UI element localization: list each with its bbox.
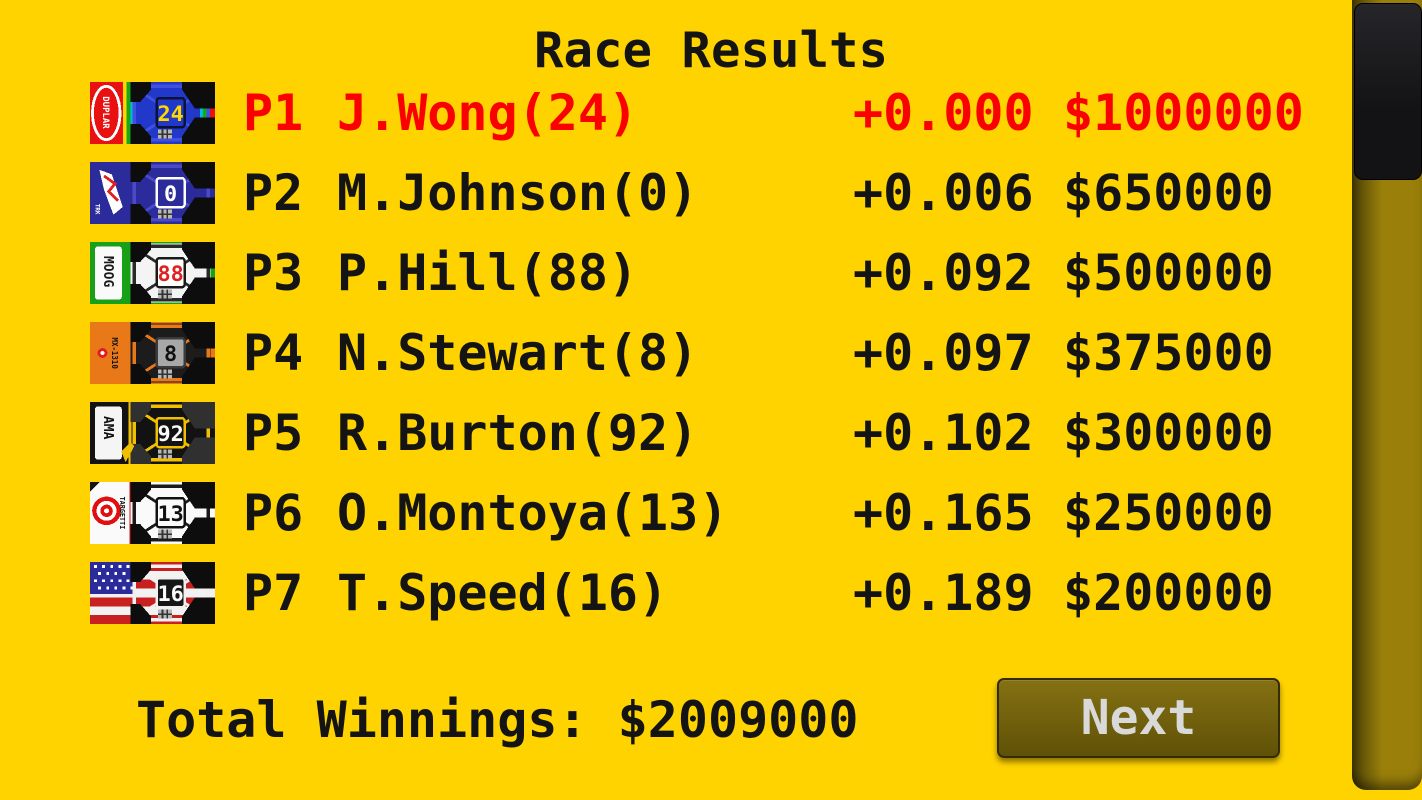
time-gap: +0.102 (853, 404, 1034, 462)
scrollbar-thumb[interactable] (1354, 3, 1422, 180)
result-row: 13 TARGETTI P6 O.Montoya(13) +0.165 $2500… (0, 482, 1422, 544)
prize-money: $300000 (1063, 404, 1274, 462)
driver-name: N.Stewart(8) (337, 324, 699, 382)
prize-money: $250000 (1063, 484, 1274, 542)
driver-name: J.Wong(24) (337, 84, 639, 142)
time-gap: +0.000 (853, 84, 1034, 142)
svg-text:AMA: AMA (100, 416, 115, 440)
svg-text:MOOG: MOOG (100, 256, 115, 287)
svg-text:MX-1310: MX-1310 (110, 338, 119, 370)
prize-money: $200000 (1063, 564, 1274, 622)
svg-text:8: 8 (164, 342, 177, 367)
time-gap: +0.006 (853, 164, 1034, 222)
scrollbar-track[interactable] (1352, 0, 1422, 790)
page-title: Race Results (533, 22, 888, 79)
time-gap: +0.097 (853, 324, 1034, 382)
next-button[interactable]: Next (997, 678, 1280, 758)
prize-money: $375000 (1063, 324, 1274, 382)
result-row: 88 MOOG P3 P.Hill(88) +0.092 $500000 (0, 242, 1422, 304)
time-gap: +0.092 (853, 244, 1034, 302)
car-livery-icon: 0 TRK (90, 162, 215, 224)
position-label: P3 (243, 244, 304, 302)
car-livery-icon: 16 (90, 562, 215, 624)
car-livery-icon: 92 AMA (90, 402, 215, 464)
driver-name: T.Speed(16) (337, 564, 669, 622)
svg-text:88: 88 (157, 262, 183, 287)
result-row: 8 MX-1310 P4 N.Stewart(8) +0.097 $375000 (0, 322, 1422, 384)
position-label: P2 (243, 164, 304, 222)
time-gap: +0.165 (853, 484, 1034, 542)
result-row: 24 DUPLAR P1 J.Wong(24) +0.000 $1000000 (0, 82, 1422, 144)
result-row: 92 AMA P5 R.Burton(92) +0.102 $300000 (0, 402, 1422, 464)
prize-money: $500000 (1063, 244, 1274, 302)
car-livery-icon: 13 TARGETTI (90, 482, 215, 544)
car-livery-icon: 8 MX-1310 (90, 322, 215, 384)
driver-name: R.Burton(92) (337, 404, 699, 462)
car-livery-icon: 24 DUPLAR (90, 82, 215, 144)
driver-name: M.Johnson(0) (337, 164, 699, 222)
driver-name: O.Montoya(13) (337, 484, 729, 542)
driver-name: P.Hill(88) (337, 244, 639, 302)
total-winnings-label: Total Winnings: (136, 691, 588, 749)
result-row: 16 P7 T.Speed(16) +0.189 $200000 (0, 562, 1422, 624)
prize-money: $1000000 (1063, 84, 1304, 142)
prize-money: $650000 (1063, 164, 1274, 222)
svg-text:13: 13 (157, 502, 183, 527)
result-row: 0 TRK P2 M.Johnson(0) +0.006 $650000 (0, 162, 1422, 224)
total-winnings-value: $2009000 (617, 691, 859, 749)
time-gap: +0.189 (853, 564, 1034, 622)
svg-text:0: 0 (164, 182, 177, 207)
car-livery-icon: 88 MOOG (90, 242, 215, 304)
total-winnings: Total Winnings: $2009000 (136, 692, 858, 754)
svg-text:24: 24 (157, 102, 183, 127)
svg-text:92: 92 (157, 422, 183, 447)
svg-text:TRK: TRK (94, 204, 100, 215)
position-label: P4 (243, 324, 304, 382)
svg-text:DUPLAR: DUPLAR (100, 96, 110, 129)
position-label: P1 (243, 84, 304, 142)
position-label: P6 (243, 484, 304, 542)
position-label: P5 (243, 404, 304, 462)
svg-text:16: 16 (157, 582, 183, 607)
svg-text:TARGETTI: TARGETTI (118, 497, 126, 530)
results-list: 24 DUPLAR P1 J.Wong(24) +0.000 $1000000 0… (0, 82, 1422, 642)
position-label: P7 (243, 564, 304, 622)
